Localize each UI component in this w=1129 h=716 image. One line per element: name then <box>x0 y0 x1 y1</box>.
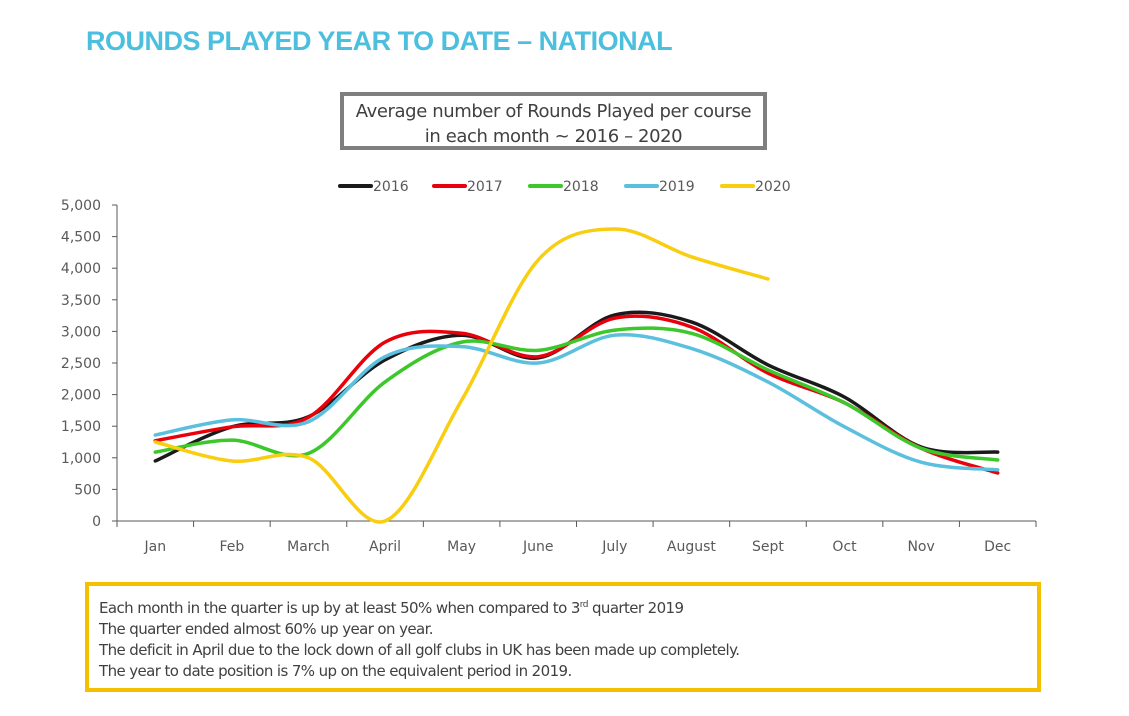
y-tick-label: 5,000 <box>61 198 101 214</box>
x-tick-label: May <box>447 539 476 555</box>
legend-label-2019: 2019 <box>659 179 695 195</box>
chart-title-line-2: in each month ~ 2016 – 2020 <box>424 126 683 147</box>
series-line-2016 <box>153 310 1000 463</box>
y-tick-label: 4,500 <box>61 230 101 246</box>
x-tick-label: June <box>522 539 554 555</box>
series-line-2019 <box>153 333 1000 472</box>
note-line-1-sup: rd <box>579 600 589 610</box>
x-tick-label: Feb <box>219 539 244 555</box>
x-tick-label: Oct <box>832 539 857 555</box>
series-line-2018 <box>153 326 1000 462</box>
note-line-1-text: Each month in the quarter is up by at le… <box>99 599 580 617</box>
y-tick-label: 1,500 <box>61 419 101 435</box>
line-chart: 0 500 1,000 1,500 2,000 2,500 3,000 3,500 4,000 4… <box>61 179 1037 555</box>
note-line-4: The year to date position is 7% up on th… <box>99 662 572 680</box>
legend-label-2018: 2018 <box>563 179 599 195</box>
y-tick-label: 3,000 <box>61 324 101 340</box>
legend-label-2020: 2020 <box>755 179 791 195</box>
chart-title: Average number of Rounds Played per cour… <box>340 92 767 150</box>
x-tick-label: March <box>287 539 330 555</box>
note-line-3: The deficit in April due to the lock dow… <box>99 641 740 659</box>
y-tick-label: 2,000 <box>61 388 101 404</box>
y-tick-label: 2,500 <box>61 356 101 372</box>
note-line-2: The quarter ended almost 60% up year on … <box>99 620 434 638</box>
legend-label-2017: 2017 <box>467 179 503 195</box>
x-tick-label: Dec <box>984 539 1011 555</box>
x-tick-label: Nov <box>907 539 934 555</box>
x-tick-label: August <box>667 539 717 555</box>
chart-title-line-1: Average number of Rounds Played per cour… <box>355 101 752 122</box>
y-tick-label: 500 <box>74 482 101 498</box>
notes-box: Each month in the quarter is up by at le… <box>85 582 1041 692</box>
legend-label-2016: 2016 <box>373 179 409 195</box>
note-line-1: Each month in the quarter is up by at le… <box>99 595 1037 619</box>
x-tick-label: Jan <box>143 539 166 555</box>
x-tick-label: Sept <box>752 539 784 555</box>
y-tick-label: 4,000 <box>61 261 101 277</box>
x-tick-label: April <box>369 539 401 555</box>
x-tick-label: July <box>601 539 627 555</box>
note-line-1-end: quarter 2019 <box>587 599 684 617</box>
y-tick-label: 1,000 <box>61 451 101 467</box>
y-tick-label: 0 <box>92 514 101 530</box>
y-tick-label: 3,500 <box>61 293 101 309</box>
page-title: ROUNDS PLAYED YEAR TO DATE – NATIONAL <box>86 26 673 56</box>
series-line-2020 <box>153 227 770 524</box>
